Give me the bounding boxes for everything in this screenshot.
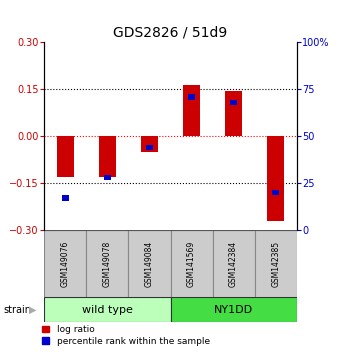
Text: ▶: ▶ xyxy=(29,305,36,315)
Bar xyxy=(230,100,237,105)
Bar xyxy=(141,136,158,152)
Legend: log ratio, percentile rank within the sample: log ratio, percentile rank within the sa… xyxy=(39,321,213,349)
Bar xyxy=(86,230,129,297)
Text: GSM142385: GSM142385 xyxy=(271,241,280,287)
Bar xyxy=(212,230,255,297)
Bar xyxy=(44,230,86,297)
Text: wild type: wild type xyxy=(82,305,133,315)
Text: GSM149078: GSM149078 xyxy=(103,241,112,287)
Text: GSM141569: GSM141569 xyxy=(187,241,196,287)
Bar xyxy=(170,230,212,297)
Bar xyxy=(57,136,74,177)
Text: GSM149076: GSM149076 xyxy=(61,240,70,287)
Bar xyxy=(129,230,170,297)
Bar xyxy=(255,230,297,297)
Title: GDS2826 / 51d9: GDS2826 / 51d9 xyxy=(113,26,228,40)
Bar xyxy=(104,175,111,181)
Bar xyxy=(183,85,200,136)
Bar xyxy=(99,136,116,177)
Bar xyxy=(188,94,195,100)
Bar xyxy=(267,136,284,221)
Bar xyxy=(225,91,242,136)
Text: GSM142384: GSM142384 xyxy=(229,241,238,287)
Text: NY1DD: NY1DD xyxy=(214,305,253,315)
Text: strain: strain xyxy=(3,305,31,315)
Bar xyxy=(44,297,170,322)
Text: GSM149084: GSM149084 xyxy=(145,241,154,287)
Bar xyxy=(272,190,279,195)
Bar xyxy=(146,145,153,150)
Bar xyxy=(170,297,297,322)
Bar xyxy=(62,195,69,201)
